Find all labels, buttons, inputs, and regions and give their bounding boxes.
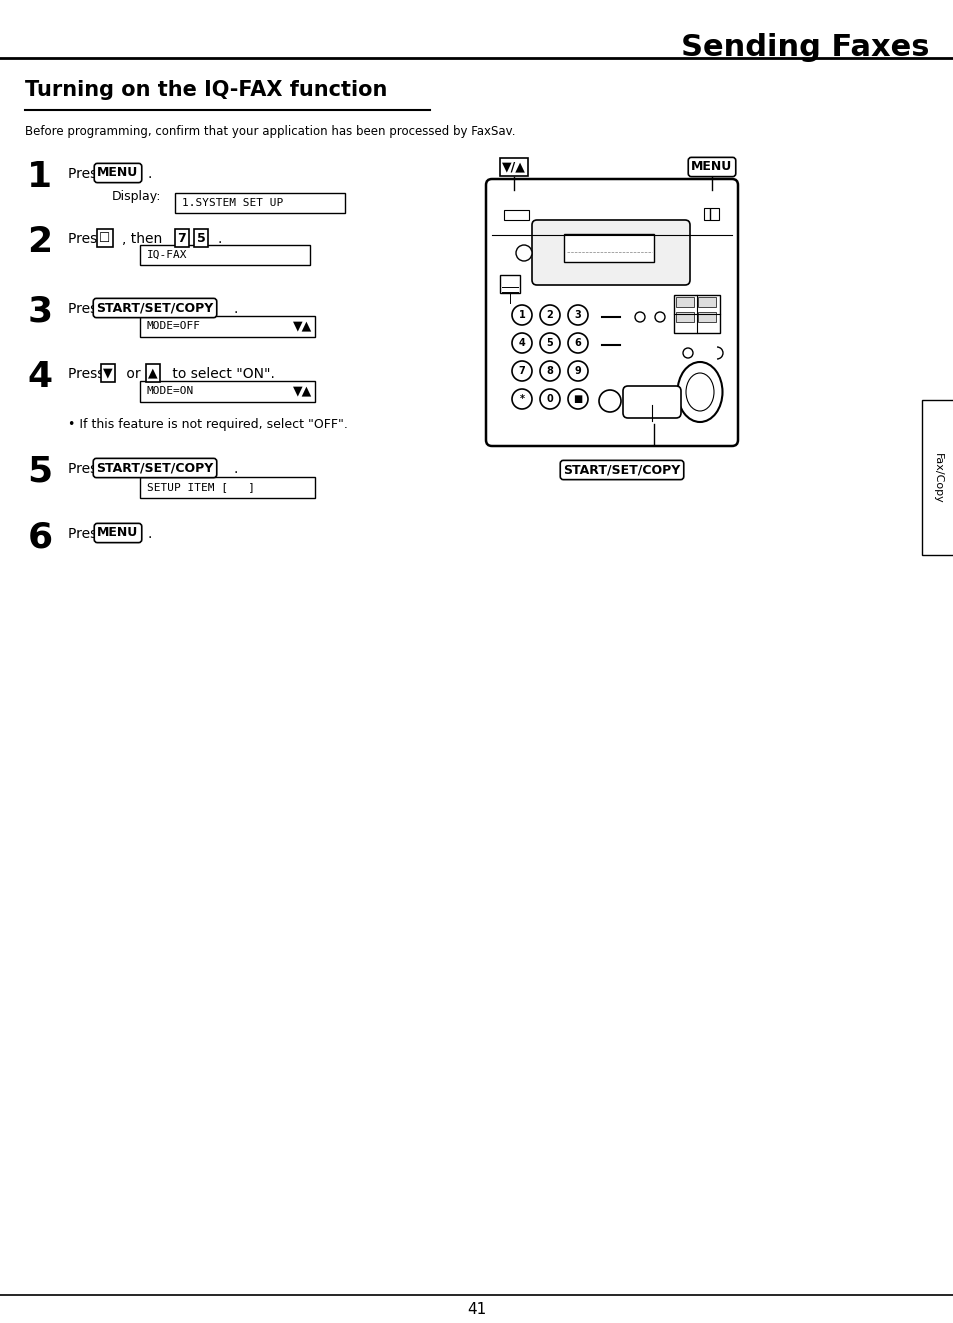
Text: Press: Press	[68, 232, 109, 246]
Bar	[676, 296, 693, 307]
Text: Display:: Display:	[112, 191, 161, 202]
Text: Before programming, confirm that your application has been processed by FaxSav.: Before programming, confirm that your ap…	[25, 124, 515, 138]
Bar	[563, 234, 654, 262]
Circle shape	[635, 312, 644, 321]
Circle shape	[567, 361, 587, 381]
Circle shape	[512, 333, 532, 353]
Circle shape	[598, 390, 620, 411]
Text: SETUP ITEM [   ]: SETUP ITEM [ ]	[147, 482, 254, 492]
Text: 0: 0	[546, 394, 553, 404]
Text: to select "ON".: to select "ON".	[168, 366, 274, 381]
FancyBboxPatch shape	[532, 220, 689, 284]
Ellipse shape	[685, 373, 713, 411]
Text: Press: Press	[68, 366, 109, 381]
Bar	[676, 312, 693, 321]
Text: ☐: ☐	[99, 232, 111, 245]
Circle shape	[539, 389, 559, 409]
Text: ▼: ▼	[103, 366, 112, 380]
FancyBboxPatch shape	[622, 386, 680, 418]
Text: START/SET/COPY: START/SET/COPY	[96, 302, 213, 315]
Text: 1: 1	[518, 310, 525, 320]
Text: 3: 3	[574, 310, 580, 320]
Bar	[503, 210, 529, 220]
Bar	[174, 193, 345, 213]
Text: MENU: MENU	[97, 167, 138, 180]
Bar	[499, 275, 519, 292]
Text: .: .	[233, 462, 238, 476]
Circle shape	[539, 361, 559, 381]
Text: ▼▲: ▼▲	[293, 385, 312, 397]
Text: 4: 4	[518, 337, 525, 348]
Text: 3: 3	[28, 295, 52, 329]
Text: 1.SYSTEM SET UP: 1.SYSTEM SET UP	[182, 198, 283, 208]
Text: IQ-FAX: IQ-FAX	[147, 250, 188, 261]
Text: 5: 5	[546, 337, 553, 348]
Text: 1: 1	[28, 160, 52, 194]
Text: 5: 5	[196, 232, 205, 245]
Bar	[698, 312, 716, 321]
Text: MODE=OFF: MODE=OFF	[147, 321, 201, 331]
Text: ■: ■	[573, 394, 582, 404]
Text: 9: 9	[574, 366, 580, 376]
Text: Fax/Copy: Fax/Copy	[932, 452, 942, 503]
Text: Press: Press	[68, 462, 109, 476]
Circle shape	[512, 361, 532, 381]
Circle shape	[567, 333, 587, 353]
Bar	[140, 476, 314, 497]
Circle shape	[512, 306, 532, 325]
Text: .: .	[233, 302, 238, 316]
Circle shape	[655, 312, 664, 321]
Circle shape	[567, 306, 587, 325]
Text: 2: 2	[546, 310, 553, 320]
Text: .: .	[218, 232, 222, 246]
Bar	[673, 295, 720, 333]
Text: 6: 6	[574, 337, 580, 348]
Text: Sending Faxes: Sending Faxes	[680, 33, 929, 62]
Bar	[698, 296, 716, 307]
Text: ▲: ▲	[148, 366, 157, 380]
Text: .: .	[148, 527, 152, 541]
Text: Press: Press	[68, 167, 109, 181]
Text: 7: 7	[518, 366, 525, 376]
Text: 4: 4	[28, 360, 52, 394]
Text: 8: 8	[546, 366, 553, 376]
Bar	[703, 208, 719, 220]
Circle shape	[567, 389, 587, 409]
Circle shape	[512, 389, 532, 409]
Text: 7: 7	[177, 232, 186, 245]
Text: • If this feature is not required, select "OFF".: • If this feature is not required, selec…	[68, 418, 348, 431]
Text: , then: , then	[122, 232, 167, 246]
Bar	[140, 315, 314, 336]
Text: or: or	[122, 366, 145, 381]
Text: ▼/▲: ▼/▲	[501, 160, 525, 173]
Text: MENU: MENU	[97, 527, 138, 540]
Text: .: .	[148, 167, 152, 181]
Text: START/SET/COPY: START/SET/COPY	[96, 462, 213, 475]
Text: Turning on the IQ-FAX function: Turning on the IQ-FAX function	[25, 79, 387, 101]
Circle shape	[539, 333, 559, 353]
Text: 2: 2	[28, 225, 52, 259]
Text: 6: 6	[28, 520, 52, 554]
Circle shape	[539, 306, 559, 325]
Text: 5: 5	[28, 455, 52, 490]
Text: Press: Press	[68, 302, 109, 316]
Text: ▼▲: ▼▲	[293, 319, 312, 332]
Text: 41: 41	[467, 1303, 486, 1318]
Text: START/SET/COPY: START/SET/COPY	[563, 463, 679, 476]
Bar	[921, 400, 953, 556]
Bar	[140, 381, 314, 401]
Circle shape	[516, 245, 532, 261]
Text: MENU: MENU	[691, 160, 732, 173]
Text: *: *	[519, 394, 524, 404]
Text: MODE=ON: MODE=ON	[147, 386, 194, 396]
Ellipse shape	[677, 363, 721, 422]
Bar	[140, 245, 310, 265]
Circle shape	[682, 348, 692, 359]
FancyBboxPatch shape	[485, 179, 738, 446]
Text: Press: Press	[68, 527, 109, 541]
